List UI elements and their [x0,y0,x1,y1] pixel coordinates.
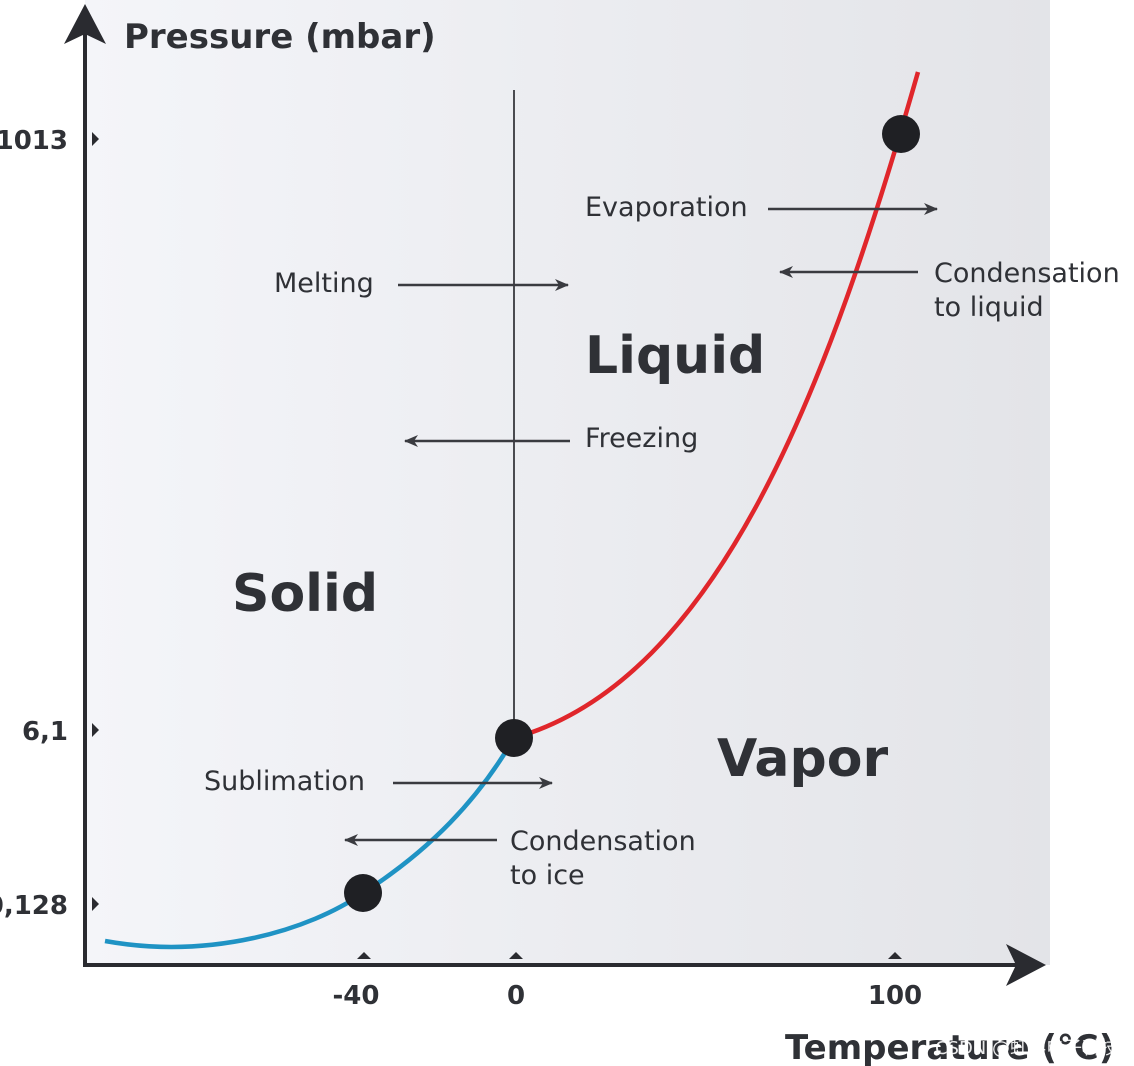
y-tick-mark [92,132,99,146]
condensation-liquid-line-1: Condensation [934,258,1120,289]
y-tick-label-0-128: 0,128 [0,891,68,921]
y-axis [64,4,106,966]
phase-label-solid: Solid [232,564,378,624]
condensation-ice-line-2: to ice [510,860,585,891]
watermark: CSDN @虹科电子科技 [935,1038,1118,1059]
sublimation-point [344,874,382,912]
condensation-ice-line-1: Condensation [510,826,696,857]
phase-label-liquid: Liquid [585,326,765,386]
freezing-label: Freezing [585,423,698,454]
y-axis-title: Pressure (mbar) [124,17,436,57]
vaporization-curve [513,71,921,741]
x-tick-label-0: 0 [507,981,525,1011]
y-tick-label-6-1: 6,1 [22,717,68,747]
triple-point [495,719,533,757]
x-axis [83,944,1046,986]
evaporation-label: Evaporation [585,192,748,223]
y-tick-mark [92,723,99,737]
x-tick-label-100: 100 [868,981,922,1011]
y-axis-arrowhead [64,4,106,44]
x-tick-mark [357,952,371,959]
condensation-ice-label: Condensation to ice [510,826,704,891]
boiling-point [882,115,920,153]
x-axis-arrowhead [1006,944,1046,986]
melting-label: Melting [274,268,374,299]
x-axis-title: Temperature (°C) [785,1028,1114,1066]
condensation-liquid-label: Condensation to liquid [934,258,1128,323]
x-tick-label-minus-40: -40 [333,981,380,1011]
y-tick-mark [92,897,99,911]
condensation-liquid-line-2: to liquid [934,292,1044,323]
plot-background [85,0,1050,965]
x-tick-mark [509,952,523,959]
phase-label-vapor: Vapor [717,729,888,789]
x-tick-mark [888,952,902,959]
y-tick-label-1013: 1013 [0,126,68,156]
sublimation-label: Sublimation [204,766,365,797]
